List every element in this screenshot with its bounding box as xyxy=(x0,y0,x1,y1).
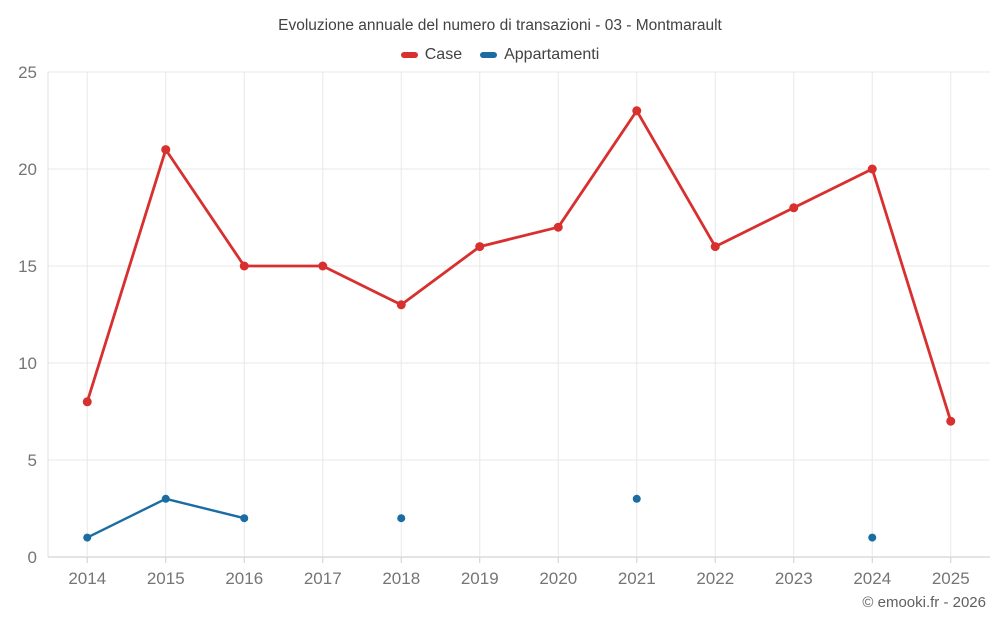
data-point-case-2016[interactable] xyxy=(239,261,249,271)
data-point-case-2020[interactable] xyxy=(553,222,563,232)
x-axis-tick-label: 2021 xyxy=(618,569,656,588)
data-point-appartamenti-2021[interactable] xyxy=(632,494,641,503)
data-point-appartamenti-2018[interactable] xyxy=(397,514,406,523)
data-point-appartamenti-2016[interactable] xyxy=(240,514,249,523)
data-point-case-2025[interactable] xyxy=(946,416,956,426)
chart-legend: Case Appartamenti xyxy=(0,46,1000,64)
x-axis-tick-label: 2024 xyxy=(853,569,891,588)
x-axis-tick-label: 2017 xyxy=(304,569,342,588)
data-point-case-2017[interactable] xyxy=(318,261,328,271)
y-axis-tick-label: 15 xyxy=(18,257,37,276)
x-axis-tick-label: 2016 xyxy=(225,569,263,588)
y-axis-tick-label: 10 xyxy=(18,354,37,373)
legend-label-case: Case xyxy=(424,46,463,63)
chart-title: Evoluzione annuale del numero di transaz… xyxy=(278,17,722,34)
copyright-text: © emooki.fr - 2026 xyxy=(862,594,986,611)
series-line-case xyxy=(85,109,953,423)
data-point-case-2022[interactable] xyxy=(710,242,720,252)
appartamenti-series-marker-icon xyxy=(480,52,498,58)
y-axis-tick-label: 0 xyxy=(28,548,37,567)
data-point-appartamenti-2014[interactable] xyxy=(83,533,92,542)
data-point-case-2019[interactable] xyxy=(475,242,485,252)
x-axis-tick-label: 2022 xyxy=(696,569,734,588)
legend-label-appartamenti: Appartamenti xyxy=(504,46,600,63)
case-series-marker-icon xyxy=(400,52,418,58)
data-point-case-2024[interactable] xyxy=(867,164,877,174)
x-axis-tick-label: 2019 xyxy=(461,569,499,588)
y-axis-tick-label: 25 xyxy=(18,63,37,82)
x-axis-tick-label: 2018 xyxy=(382,569,420,588)
legend-item-case[interactable]: Case xyxy=(400,46,463,64)
data-point-appartamenti-2024[interactable] xyxy=(868,533,877,542)
x-axis-tick-label: 2015 xyxy=(147,569,185,588)
y-axis-tick-label: 20 xyxy=(18,160,37,179)
x-axis-tick-label: 2025 xyxy=(932,569,970,588)
data-point-case-2021[interactable] xyxy=(632,106,642,116)
data-point-case-2018[interactable] xyxy=(396,300,406,310)
data-point-case-2014[interactable] xyxy=(82,397,92,407)
x-axis-tick-label: 2020 xyxy=(539,569,577,588)
data-point-case-2023[interactable] xyxy=(789,203,799,213)
y-axis-tick-label: 5 xyxy=(28,451,37,470)
x-axis-tick-label: 2014 xyxy=(68,569,106,588)
data-point-appartamenti-2015[interactable] xyxy=(161,494,170,503)
data-point-case-2015[interactable] xyxy=(161,145,171,155)
legend-item-appartamenti[interactable]: Appartamenti xyxy=(480,46,599,64)
x-axis-tick-label: 2023 xyxy=(775,569,813,588)
